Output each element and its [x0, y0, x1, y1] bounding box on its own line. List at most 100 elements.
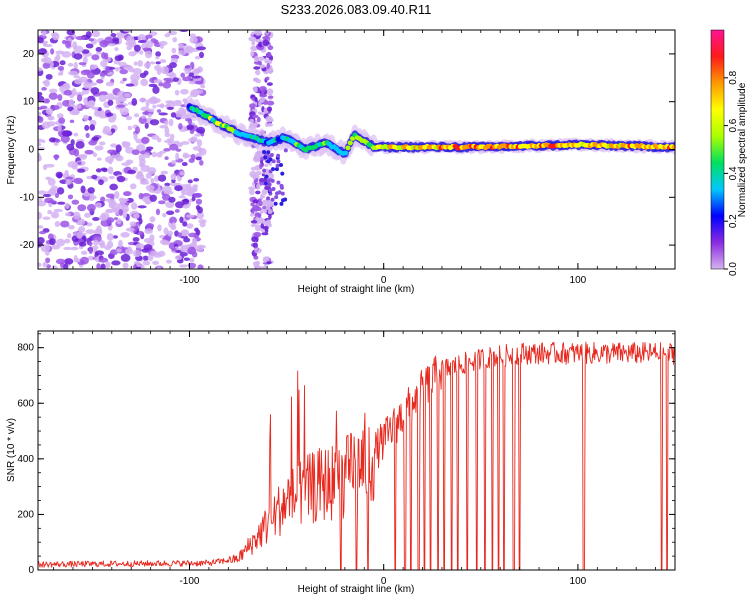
noise-speckle: [41, 30, 47, 37]
noise-speckle: [109, 183, 118, 191]
noise-speckle: [54, 139, 61, 143]
snr-background: [38, 331, 675, 570]
noise-speckle: [172, 37, 178, 43]
noise-speckle: [87, 187, 95, 194]
carrier-scatter: [266, 150, 271, 155]
noise-speckle: [42, 261, 48, 268]
noise-speckle: [86, 203, 96, 212]
colorbar-axes: 0.0 0.2 0.4 0.6 0.8: [724, 70, 739, 276]
noise-speckle: [43, 79, 51, 87]
noise-speckle: [91, 136, 100, 141]
noise-speckle: [72, 41, 78, 50]
noise-speckle: [197, 264, 204, 269]
noise-speckle: [108, 175, 115, 180]
noise-speckle: [155, 61, 161, 65]
noise-speckle: [186, 124, 195, 130]
noise-speckle: [187, 118, 193, 125]
noise-speckle: [194, 80, 204, 85]
noise-speckle: [170, 112, 177, 118]
noise-speckle: [110, 154, 117, 159]
noise-speckle: [116, 104, 126, 108]
noise-speckle: [153, 79, 163, 84]
noise-speckle: [175, 152, 180, 161]
carrier-scatter: [276, 159, 281, 164]
noise-speckle: [135, 173, 145, 180]
noise-speckle: [164, 156, 169, 161]
noise-speckle: [145, 172, 152, 179]
noise-speckle: [187, 179, 193, 184]
noise-speckle: [183, 237, 191, 243]
noise-speckle: [173, 101, 183, 107]
carrier-scatter: [266, 196, 271, 201]
carrier-scatter: [262, 168, 267, 173]
noise-speckle: [118, 61, 127, 67]
noise-speckle: [194, 133, 202, 137]
noise-speckle: [188, 232, 198, 238]
colorbar-tick-label: 0.2: [728, 214, 739, 228]
noise-speckle: [48, 92, 58, 100]
noise-speckle: [186, 214, 195, 218]
noise-speckle: [142, 47, 152, 51]
noise-speckle: [101, 51, 106, 59]
noise-speckle: [77, 168, 86, 173]
noise-speckle: [200, 84, 206, 89]
noise-speckle: [54, 192, 60, 198]
noise-speckle: [99, 242, 106, 249]
noise-speckle: [105, 112, 114, 117]
noise-speckle: [115, 98, 121, 106]
noise-speckle: [57, 201, 66, 205]
spectrogram-ytick-label: -10: [20, 192, 35, 203]
noise-speckle: [248, 186, 256, 191]
noise-speckle: [193, 177, 200, 182]
noise-speckle: [250, 202, 255, 207]
noise-speckle: [106, 72, 115, 76]
noise-speckle: [57, 94, 63, 101]
noise-speckle: [105, 217, 115, 224]
noise-speckle: [159, 43, 165, 49]
noise-speckle: [132, 237, 140, 242]
noise-speckle: [118, 197, 125, 203]
noise-speckle: [129, 221, 137, 227]
noise-speckle: [51, 265, 58, 269]
carrier-scatter: [264, 174, 269, 179]
noise-speckle: [67, 161, 78, 168]
noise-speckle: [47, 178, 56, 186]
noise-speckle: [71, 199, 80, 205]
noise-speckle: [151, 151, 157, 158]
noise-speckle: [42, 62, 51, 69]
noise-speckle: [134, 126, 141, 135]
noise-speckle: [144, 152, 151, 159]
noise-speckle: [98, 179, 104, 186]
noise-speckle: [63, 263, 69, 269]
noise-speckle: [266, 82, 273, 86]
noise-speckle: [164, 33, 171, 38]
noise-speckle: [38, 196, 43, 203]
noise-speckle: [255, 216, 263, 223]
noise-speckle: [75, 35, 86, 41]
noise-speckle: [65, 40, 72, 48]
noise-speckle: [195, 204, 201, 210]
noise-speckle: [76, 94, 83, 102]
noise-speckle: [165, 79, 174, 83]
carrier-core: [350, 136, 356, 141]
noise-speckle: [42, 40, 49, 45]
noise-speckle: [140, 115, 147, 119]
noise-speckle: [156, 104, 165, 108]
noise-speckle: [139, 97, 147, 103]
noise-speckle: [51, 211, 60, 219]
noise-speckle: [39, 230, 47, 235]
noise-speckle: [262, 225, 269, 230]
noise-speckle: [135, 266, 142, 269]
noise-speckle: [126, 35, 135, 44]
noise-speckle: [96, 225, 102, 234]
noise-speckle: [38, 236, 45, 244]
noise-speckle: [66, 143, 75, 151]
noise-speckle: [107, 149, 117, 154]
noise-speckle: [266, 88, 274, 96]
noise-speckle: [156, 266, 162, 269]
carrier-core: [347, 140, 353, 146]
noise-speckle: [169, 62, 177, 69]
noise-speckle: [182, 76, 191, 82]
noise-speckle: [106, 209, 113, 213]
